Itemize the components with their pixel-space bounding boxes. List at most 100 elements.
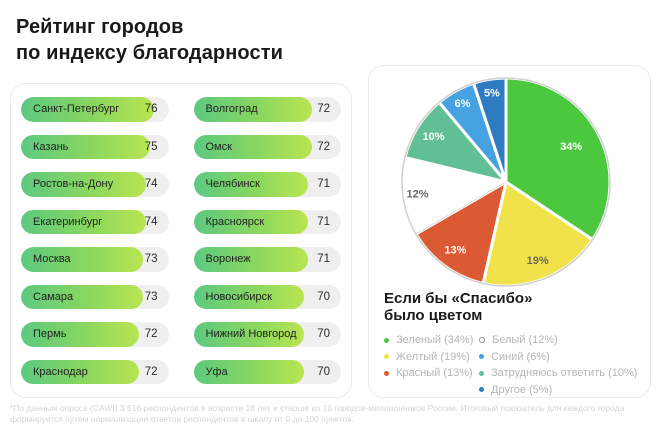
- city-name: Новосибирск: [205, 290, 272, 303]
- city-score: 73: [144, 290, 158, 303]
- legend-column-1: Зеленый (34%) Желтый (19%) Красный (13%): [384, 332, 479, 382]
- city-score: 72: [144, 365, 158, 378]
- city-score: 71: [317, 215, 330, 228]
- city-rating-bar: Омск 72: [193, 134, 341, 159]
- pie-slice-label: 5%: [484, 88, 500, 100]
- page-title-line1: Рейтинг городов: [16, 16, 184, 38]
- pie-legend: Зеленый (34%) Желтый (19%) Красный (13%) Б…: [384, 332, 642, 398]
- city-score: 73: [144, 253, 158, 266]
- city-name: Краснодар: [33, 365, 88, 378]
- city-rating-bar-fill: [193, 134, 312, 159]
- pie-slice-label: 6%: [455, 98, 471, 110]
- city-name: Красноярск: [205, 215, 265, 228]
- legend-title-line2: было цветом: [384, 307, 483, 324]
- city-rating-bar: Челябинск 71: [193, 172, 341, 197]
- city-rating-bar-fill: [21, 134, 151, 159]
- city-name: Волгоград: [205, 103, 258, 116]
- city-rating-bar-fill: [21, 322, 139, 347]
- pie-chart-panel: 34% 19% 13% 12% 10% 6% 5% Если бы «Спасибо» бы…: [368, 65, 651, 398]
- city-rating-bar-fill: [193, 209, 308, 234]
- city-name: Нижний Новгород: [205, 328, 297, 341]
- legend-column-2: Белый (12%) Синий (6%) Затрудняюсь ответит…: [479, 332, 637, 398]
- city-rating-bar: Волгоград 72: [193, 97, 341, 122]
- legend-dot-icon: [479, 337, 485, 344]
- city-rating-bar-fill: [21, 284, 143, 309]
- legend-dot-icon: [384, 354, 389, 360]
- city-rating-bar: Краснодар 72: [21, 359, 169, 384]
- city-name: Омск: [205, 140, 232, 153]
- legend-title-line1: Если бы «Спасибо»: [384, 290, 533, 307]
- legend-dot-icon: [479, 370, 484, 376]
- city-rating-bar: Уфа 70: [193, 359, 341, 384]
- pie-slice-label: 10%: [422, 131, 444, 143]
- city-name: Уфа: [205, 365, 228, 378]
- city-score: 70: [317, 290, 330, 303]
- city-score: 70: [317, 365, 330, 378]
- legend-dot-icon: [384, 370, 389, 376]
- city-rating-bar-fill: [21, 209, 147, 234]
- legend-label: Красный (13%): [396, 367, 473, 379]
- legend-dot-icon: [479, 387, 484, 393]
- city-name: Воронеж: [205, 253, 251, 266]
- legend-label: Желтый (19%): [396, 350, 470, 363]
- legend-item: Затрудняюсь ответить (10%): [479, 365, 637, 382]
- city-rating-bar-fill: [193, 322, 305, 347]
- city-rating-bar-fill: [193, 97, 312, 122]
- legend-label: Зеленый (34%): [396, 334, 474, 346]
- city-rating-bar: Пермь 72: [21, 322, 169, 347]
- city-name: Челябинск: [205, 178, 260, 191]
- city-score: 72: [317, 103, 330, 116]
- city-rating-bar: Казань 75: [21, 134, 169, 159]
- city-rating-bar-fill: [21, 359, 139, 384]
- city-rating-bar: Самара 73: [21, 284, 169, 309]
- city-rating-bar-fill: [21, 172, 147, 197]
- city-score: 72: [144, 328, 158, 341]
- city-score: 74: [144, 178, 158, 191]
- legend-item: Другое (5%): [479, 382, 637, 399]
- legend-label: Белый (12%): [492, 334, 558, 346]
- city-rating-bar-fill: [193, 359, 305, 384]
- city-rating-bar: Новосибирск 70: [193, 284, 341, 309]
- city-rating-bar: Воронеж 71: [193, 247, 341, 272]
- city-name: Казань: [33, 140, 69, 153]
- city-rating-bar-fill: [21, 97, 154, 122]
- legend-item: Желтый (19%): [384, 349, 479, 366]
- legend-label: Другое (5%): [491, 383, 553, 396]
- city-name: Санкт-Петербург: [33, 103, 120, 116]
- pie-chart: 34% 19% 13% 12% 10% 6% 5%: [400, 76, 612, 288]
- legend-item: Красный (13%): [384, 365, 479, 382]
- city-rating-bar: Нижний Новгород 70: [193, 322, 341, 347]
- pie-slice-label: 19%: [527, 255, 549, 267]
- city-name: Москва: [33, 253, 71, 266]
- city-rating-bar-fill: [193, 172, 308, 197]
- legend-item: Зеленый (34%): [384, 332, 479, 349]
- page-title: Рейтинг городов по индексу благодарности: [16, 14, 283, 66]
- city-rating-bar-fill: [193, 247, 308, 272]
- city-score: 76: [144, 103, 158, 116]
- legend-dot-icon: [384, 337, 389, 343]
- legend-title: Если бы «Спасибо» было цветом: [384, 290, 532, 324]
- pie-slice-label: 12%: [406, 189, 428, 201]
- page-title-line2: по индексу благодарности: [16, 42, 283, 64]
- pie-slice-label: 13%: [444, 245, 466, 257]
- city-name: Екатеринбург: [33, 215, 103, 228]
- city-ratings-panel: Санкт-Петербург 76 Казань 75 Ростов-на-Дону 7…: [10, 83, 352, 398]
- city-score: 72: [317, 140, 330, 153]
- city-score: 74: [144, 215, 158, 228]
- city-rating-bar: Красноярск 71: [193, 209, 341, 234]
- footnote: *По данным опроса (CAWI) 3 516 респонден…: [10, 403, 625, 424]
- city-name: Самара: [33, 290, 74, 303]
- city-name: Ростов-на-Дону: [33, 178, 114, 191]
- city-score: 71: [317, 253, 330, 266]
- legend-label: Синий (6%): [491, 350, 550, 363]
- pie-slice-label: 34%: [560, 141, 582, 153]
- city-score: 70: [317, 328, 330, 341]
- city-rating-bar: Санкт-Петербург 76: [21, 97, 169, 122]
- city-score: 71: [317, 178, 330, 191]
- legend-item: Синий (6%): [479, 349, 637, 366]
- legend-dot-icon: [479, 354, 484, 360]
- city-rating-bar-fill: [21, 247, 143, 272]
- legend-label: Затрудняюсь ответить (10%): [491, 367, 638, 379]
- city-rating-bar: Ростов-на-Дону 74: [21, 172, 169, 197]
- legend-item: Белый (12%): [479, 332, 637, 349]
